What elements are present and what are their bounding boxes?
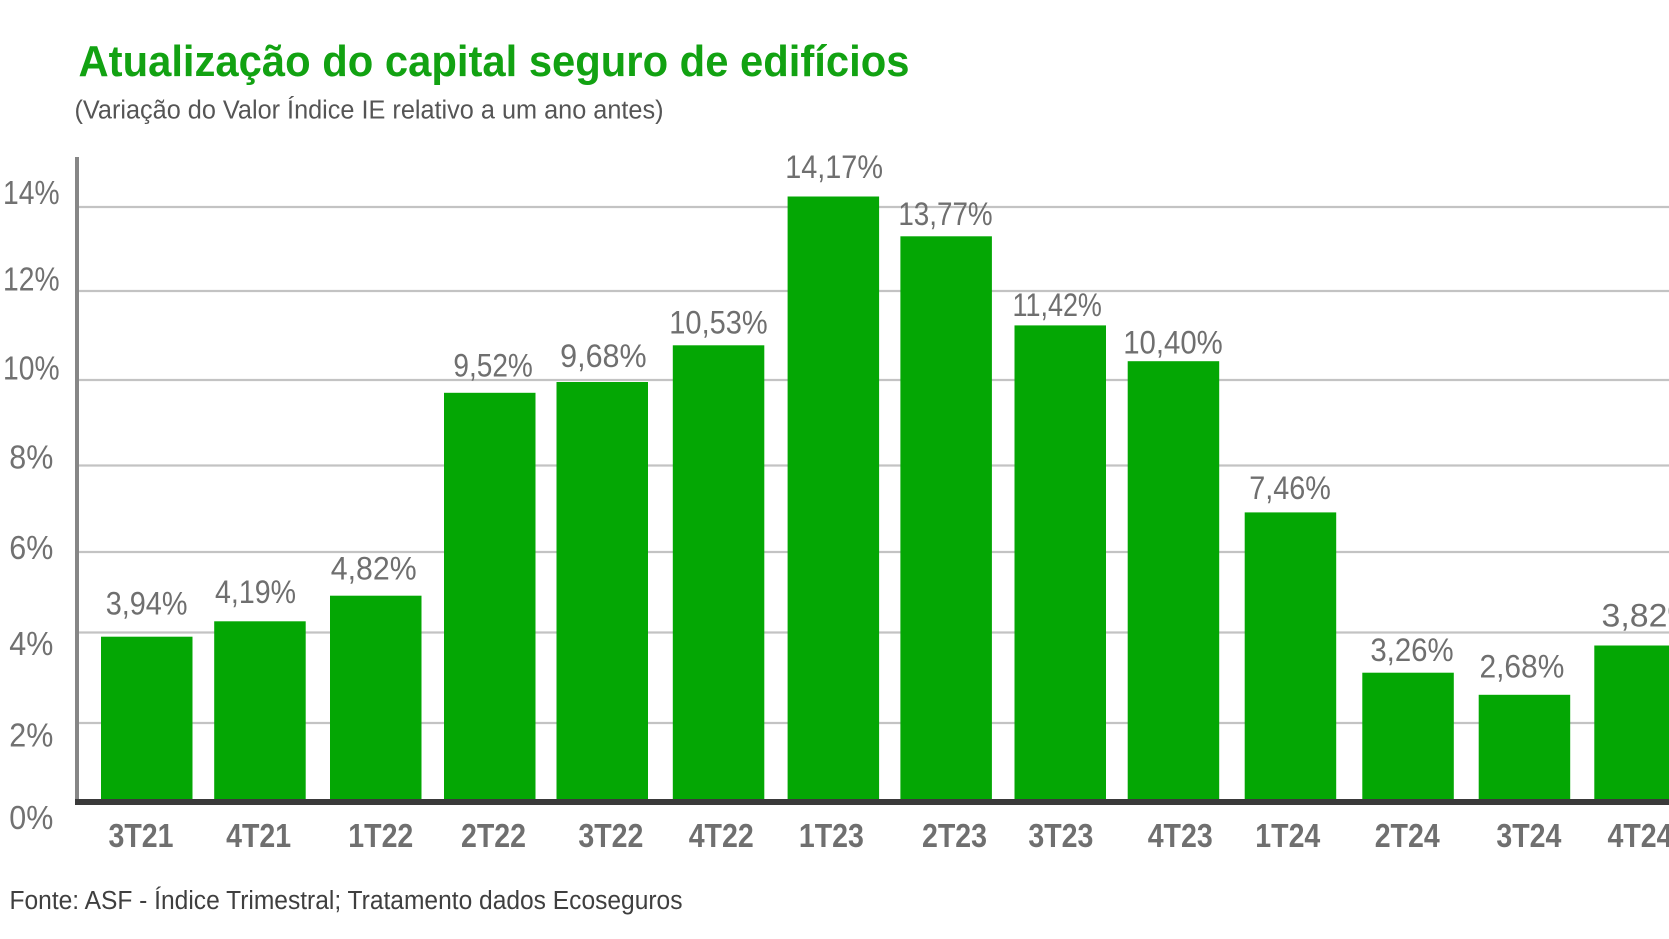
svg-text:14,17%: 14,17% [785,149,883,185]
svg-text:4T24: 4T24 [1608,818,1669,855]
svg-text:4T21: 4T21 [226,818,291,855]
svg-text:1T22: 1T22 [348,818,413,855]
svg-text:9,52%: 9,52% [453,347,532,383]
svg-text:14%: 14% [3,175,60,212]
svg-text:10%: 10% [3,351,60,388]
svg-text:3T22: 3T22 [578,818,643,855]
svg-text:12%: 12% [3,262,60,299]
svg-text:3T23: 3T23 [1028,818,1093,855]
svg-text:4%: 4% [9,626,53,663]
svg-text:4,82%: 4,82% [331,551,417,587]
svg-text:10,53%: 10,53% [669,305,767,341]
svg-text:3,82%: 3,82% [1602,597,1669,633]
svg-text:1T24: 1T24 [1255,818,1320,855]
svg-text:1T23: 1T23 [799,818,864,855]
svg-text:10,40%: 10,40% [1123,325,1223,361]
svg-text:4,19%: 4,19% [215,574,296,610]
svg-text:Fonte: ASF - Índice Trimestral: Fonte: ASF - Índice Trimestral; Tratamen… [10,886,683,915]
svg-text:3,94%: 3,94% [106,585,188,621]
svg-text:3T21: 3T21 [109,818,174,855]
svg-text:7,46%: 7,46% [1249,470,1331,506]
svg-text:2,68%: 2,68% [1479,648,1564,684]
svg-text:11,42%: 11,42% [1013,287,1102,323]
svg-text:3,26%: 3,26% [1370,632,1453,668]
svg-text:Atualização do capital seguro: Atualização do capital seguro de edifíci… [79,38,910,86]
svg-text:13,77%: 13,77% [898,196,992,232]
svg-text:2T24: 2T24 [1375,818,1440,855]
svg-text:2T22: 2T22 [461,818,526,855]
svg-text:3T24: 3T24 [1496,818,1561,855]
svg-text:6%: 6% [9,530,53,567]
svg-text:4T23: 4T23 [1148,818,1213,855]
svg-text:(Variação do Valor Índice IE r: (Variação do Valor Índice IE relativo a … [75,96,664,125]
svg-text:0%: 0% [9,800,53,837]
svg-text:8%: 8% [9,440,53,477]
svg-text:2%: 2% [9,718,53,755]
svg-text:9,68%: 9,68% [560,338,647,374]
svg-text:4T22: 4T22 [689,818,754,855]
svg-text:2T23: 2T23 [922,818,987,855]
